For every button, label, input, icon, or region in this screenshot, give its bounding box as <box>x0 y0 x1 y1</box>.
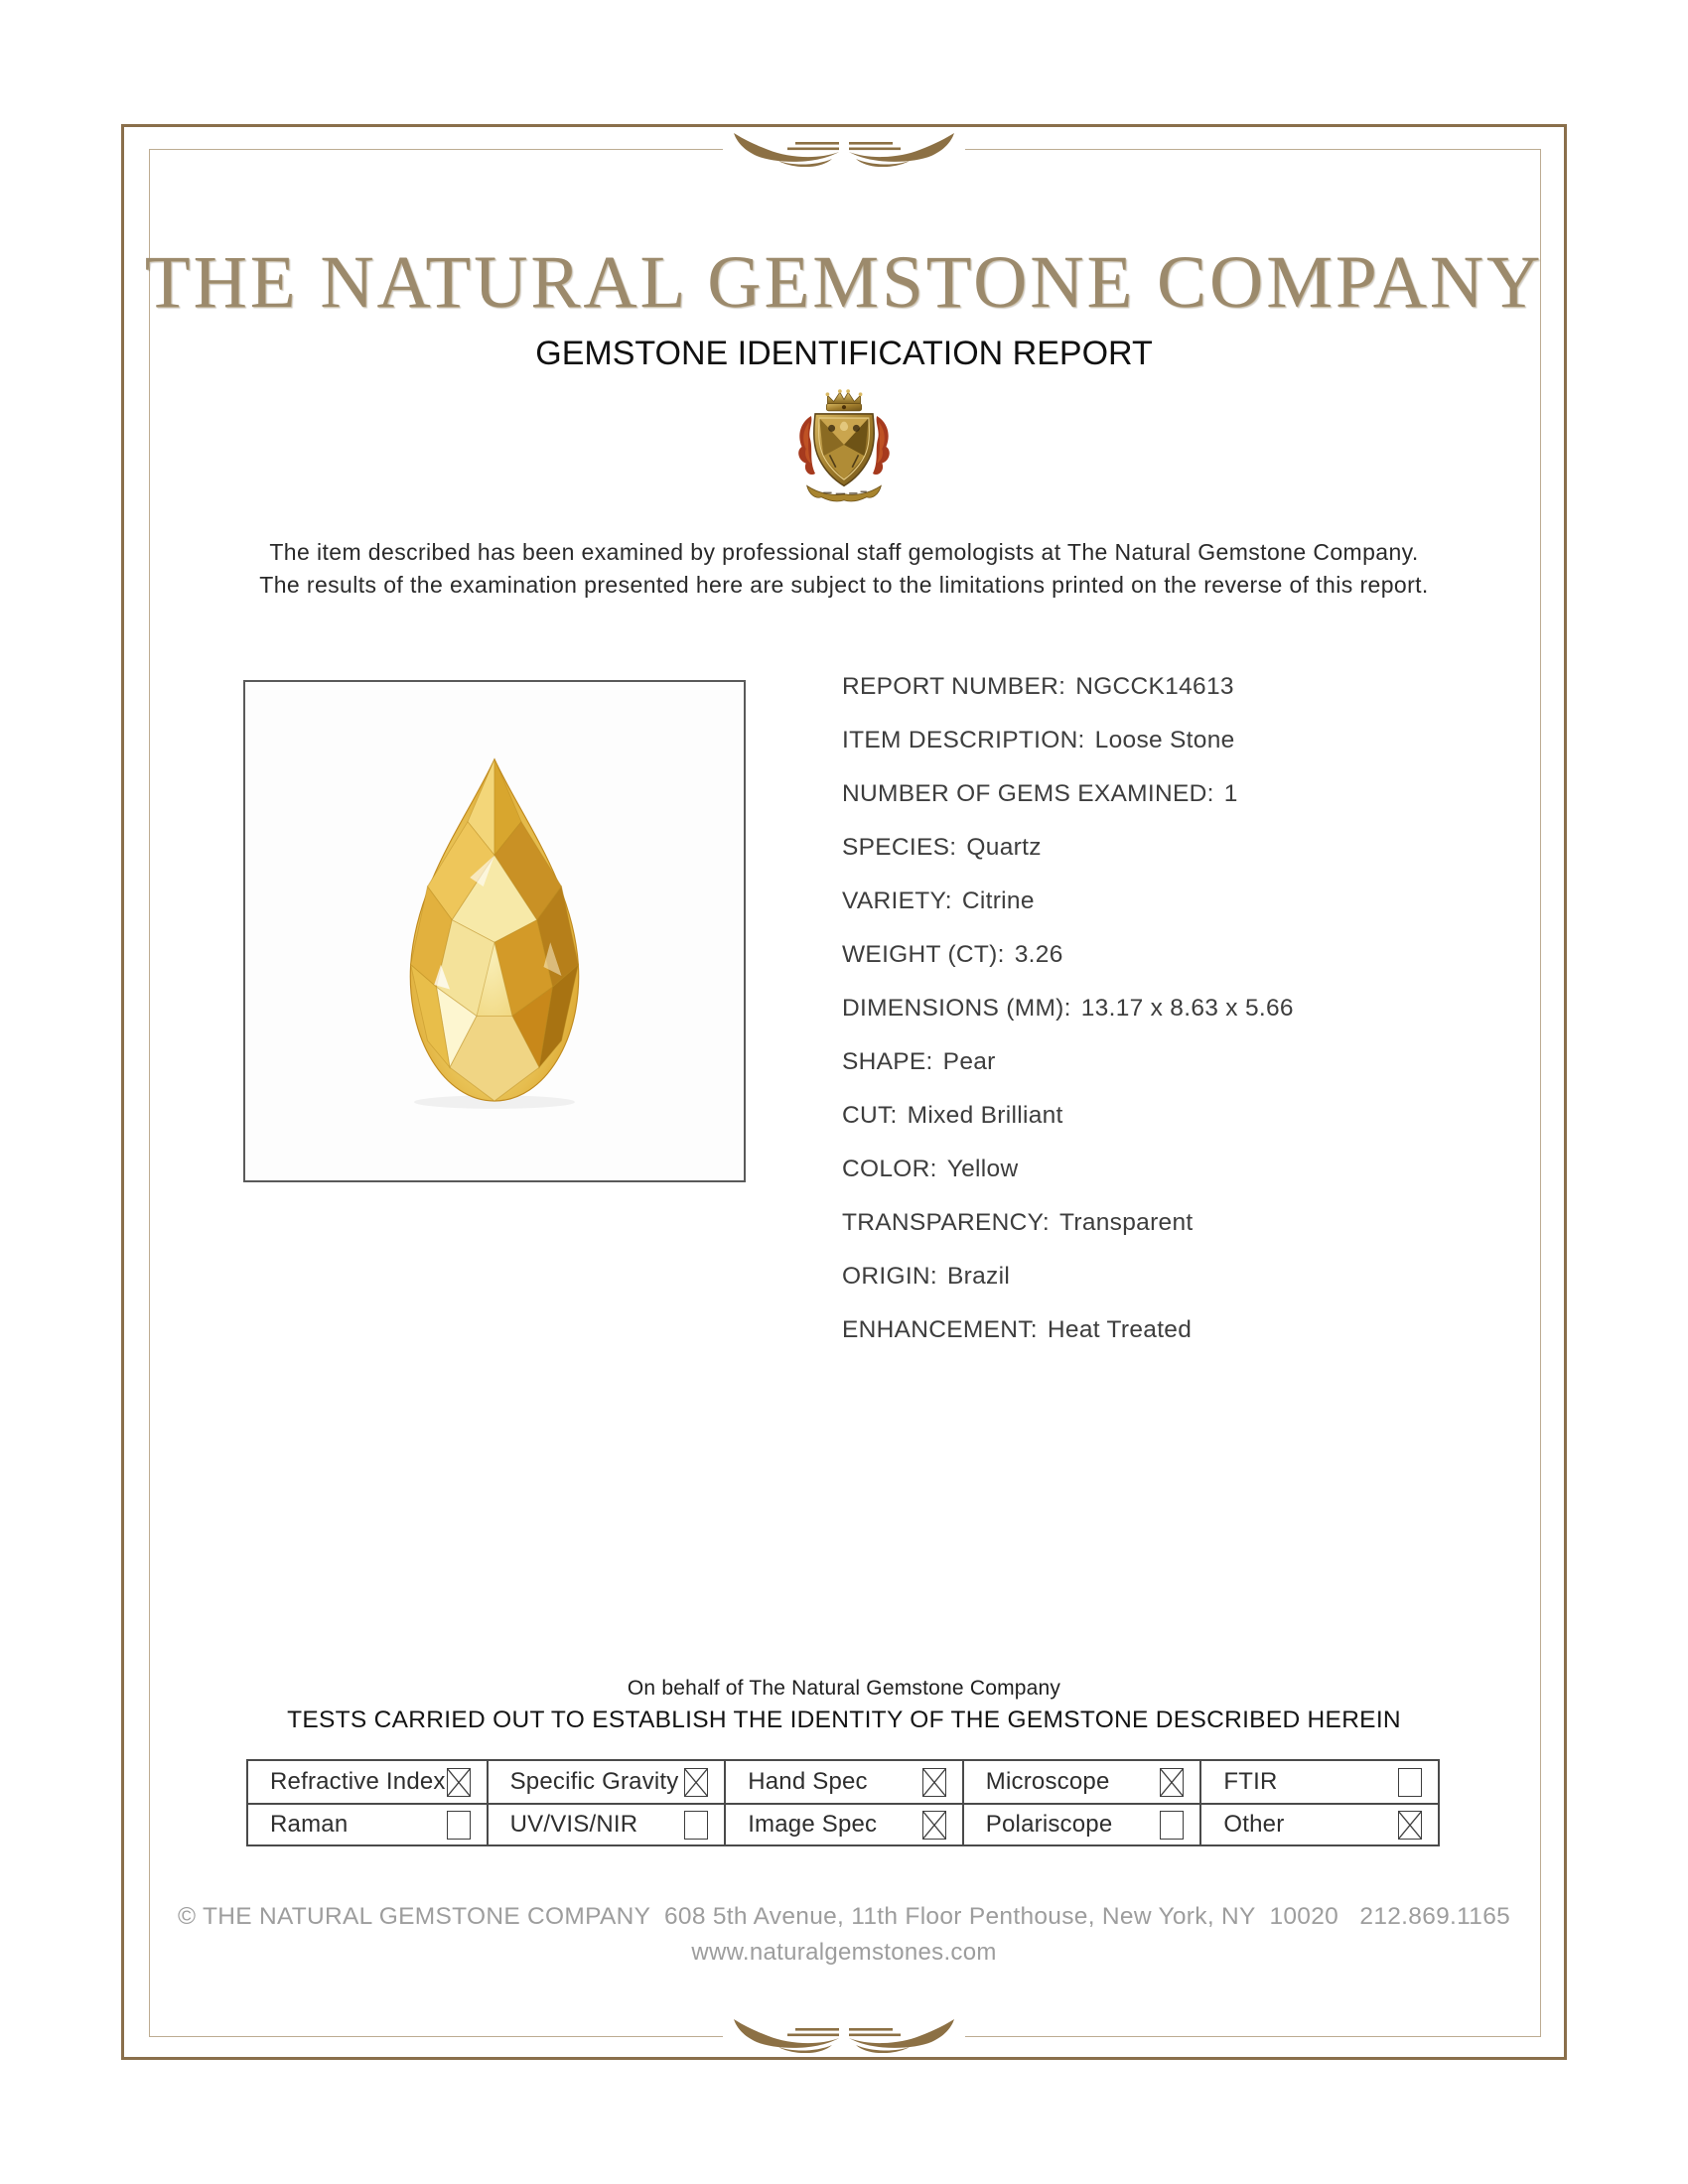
disclaimer: The item described has been examined by … <box>0 536 1688 602</box>
footer-address: © THE NATURAL GEMSTONE COMPANY 608 5th A… <box>177 1903 1511 1930</box>
flourish-ornament-bottom <box>723 2017 965 2055</box>
test-label: Microscope <box>985 1768 1110 1795</box>
test-label: Raman <box>270 1811 349 1838</box>
company-crest-logo <box>792 387 896 504</box>
field-value: Brazil <box>947 1263 1011 1290</box>
checkbox-other <box>1398 1810 1422 1840</box>
outer-border <box>121 124 1567 2060</box>
report-field: CUT: Mixed Brilliant <box>842 1089 1458 1143</box>
report-field: REPORT NUMBER: NGCCK14613 <box>842 660 1458 714</box>
checkbox-specific-gravity <box>684 1767 709 1797</box>
report-field: NUMBER OF GEMS EXAMINED: 1 <box>842 767 1458 821</box>
report-title: GEMSTONE IDENTIFICATION REPORT <box>535 335 1153 372</box>
disclaimer-line1: The item described has been examined by … <box>269 539 1419 565</box>
field-label: TRANSPARENCY: <box>842 1209 1051 1236</box>
report-field: COLOR: Yellow <box>842 1143 1458 1196</box>
flourish-icon <box>734 2019 954 2053</box>
checkbox-polariscope <box>1160 1810 1185 1840</box>
on-behalf-line: On behalf of The Natural Gemstone Compan… <box>627 1677 1061 1700</box>
flourish-icon <box>734 133 954 167</box>
field-value: 1 <box>1223 780 1238 807</box>
field-label: NUMBER OF GEMS EXAMINED: <box>842 780 1214 807</box>
report-field: SPECIES: Quartz <box>842 821 1458 875</box>
checkbox-refractive-index <box>446 1767 471 1797</box>
field-label: COLOR: <box>842 1156 937 1182</box>
field-value: Yellow <box>946 1156 1019 1182</box>
field-value: Transparent <box>1059 1209 1194 1236</box>
test-cell-image-spec: Image Spec <box>724 1803 962 1844</box>
tests-heading: TESTS CARRIED OUT TO ESTABLISH THE IDENT… <box>287 1706 1401 1733</box>
field-value: Loose Stone <box>1094 727 1235 753</box>
report-field: SHAPE: Pear <box>842 1035 1458 1089</box>
test-cell-hand-spec: Hand Spec <box>724 1761 962 1803</box>
field-label: CUT: <box>842 1102 898 1129</box>
field-value: Citrine <box>961 887 1035 914</box>
crest-icon <box>798 389 890 502</box>
report-field: TRANSPARENCY: Transparent <box>842 1196 1458 1250</box>
footer-website: www.naturalgemstones.com <box>691 1939 997 1966</box>
report-field: ITEM DESCRIPTION: Loose Stone <box>842 714 1458 767</box>
field-label: SPECIES: <box>842 834 957 861</box>
test-cell-specific-gravity: Specific Gravity <box>486 1761 725 1803</box>
test-cell-refractive-index: Refractive Index <box>248 1761 487 1803</box>
report-field: WEIGHT (CT): 3.26 <box>842 928 1458 982</box>
checkbox-uv-vis-nir <box>684 1810 709 1840</box>
gem-photo <box>409 757 580 1109</box>
field-value: NGCCK14613 <box>1075 673 1234 700</box>
flourish-ornament-top <box>723 131 965 169</box>
field-value: Pear <box>942 1048 996 1075</box>
field-value: Mixed Brilliant <box>907 1102 1063 1129</box>
field-label: ENHANCEMENT: <box>842 1316 1038 1343</box>
test-label: Polariscope <box>985 1811 1113 1838</box>
test-label: Other <box>1223 1811 1285 1838</box>
field-label: ORIGIN: <box>842 1263 938 1290</box>
test-label: Specific Gravity <box>509 1768 679 1795</box>
gem-photo-frame <box>243 680 746 1182</box>
report-field: ENHANCEMENT: Heat Treated <box>842 1303 1458 1357</box>
report-field: ORIGIN: Brazil <box>842 1250 1458 1303</box>
test-cell-ftir: FTIR <box>1199 1761 1438 1803</box>
field-value: Heat Treated <box>1047 1316 1193 1343</box>
checkbox-ftir <box>1398 1767 1422 1797</box>
test-cell-polariscope: Polariscope <box>961 1803 1200 1844</box>
test-label: Image Spec <box>748 1811 878 1838</box>
company-name: THE NATURAL GEMSTONE COMPANY <box>144 241 1544 324</box>
field-label: DIMENSIONS (MM): <box>842 995 1071 1022</box>
field-label: SHAPE: <box>842 1048 933 1075</box>
checkbox-image-spec <box>921 1810 946 1840</box>
test-label: Hand Spec <box>748 1768 868 1795</box>
checkbox-hand-spec <box>921 1767 946 1797</box>
test-label: FTIR <box>1223 1768 1278 1795</box>
test-cell-uv-vis-nir: UV/VIS/NIR <box>486 1803 725 1844</box>
field-label: VARIETY: <box>842 887 952 914</box>
checkbox-raman <box>446 1810 471 1840</box>
field-value: 3.26 <box>1014 941 1063 968</box>
field-value: Quartz <box>966 834 1042 861</box>
field-label: REPORT NUMBER: <box>842 673 1066 700</box>
test-label: UV/VIS/NIR <box>509 1811 638 1838</box>
field-value: 13.17 x 8.63 x 5.66 <box>1080 995 1294 1022</box>
tests-table: Refractive Index Specific Gravity Hand S… <box>246 1759 1440 1846</box>
report-details: REPORT NUMBER: NGCCK14613 ITEM DESCRIPTIO… <box>842 660 1458 1357</box>
checkbox-microscope <box>1160 1767 1185 1797</box>
field-label: WEIGHT (CT): <box>842 941 1005 968</box>
test-cell-other: Other <box>1199 1803 1438 1844</box>
field-label: ITEM DESCRIPTION: <box>842 727 1085 753</box>
test-cell-raman: Raman <box>248 1803 487 1844</box>
test-cell-microscope: Microscope <box>961 1761 1200 1803</box>
disclaimer-line2: The results of the examination presented… <box>259 572 1429 598</box>
report-field: VARIETY: Citrine <box>842 875 1458 928</box>
report-field: DIMENSIONS (MM): 13.17 x 8.63 x 5.66 <box>842 982 1458 1035</box>
test-label: Refractive Index <box>270 1768 446 1795</box>
